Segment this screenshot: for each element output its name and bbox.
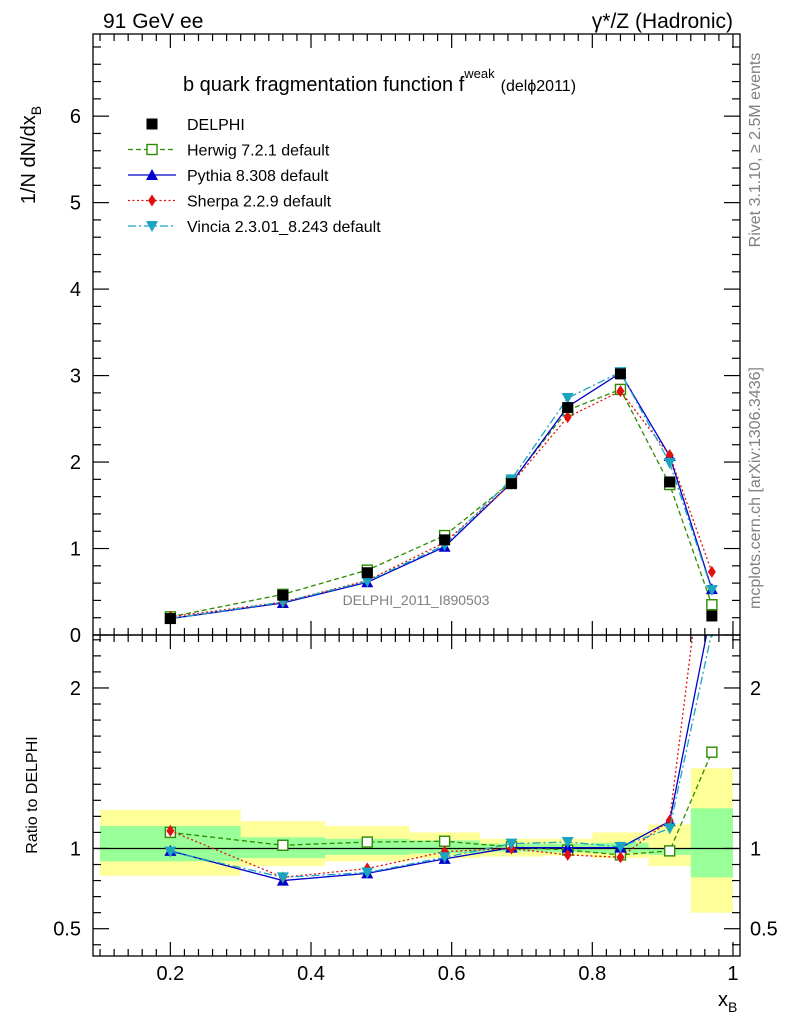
ratio-point-herwig (663, 845, 676, 857)
legend-marker-pythia (146, 169, 158, 180)
ratio-y-tick-label: 1 (70, 838, 81, 860)
ratio-point-vincia (663, 823, 676, 835)
legend-label-herwig: Herwig 7.2.1 default (187, 143, 330, 160)
legend-label-pythia: Pythia 8.308 default (187, 168, 329, 185)
main-series (164, 366, 718, 625)
y-tick-label: 0 (70, 625, 81, 647)
ratio-y-tick-label-right: 1 (750, 838, 761, 860)
point-delphi (664, 476, 676, 488)
ratio-line-herwig (170, 751, 713, 856)
x-tick-label: 1 (727, 963, 738, 985)
ratio-y-tick-label-right: 2 (750, 678, 761, 700)
legend-marker-sherpa (148, 194, 156, 207)
ratio-point-vincia (438, 852, 451, 864)
point-sherpa (707, 565, 716, 578)
ratio-bands (100, 768, 733, 913)
ratio-series (164, 473, 718, 886)
mcplots-label: mcplots.cern.ch [arXiv:1306.3436] (747, 367, 764, 609)
point-vincia (705, 585, 718, 597)
point-herwig (706, 599, 718, 611)
header-left: 91 GeV ee (103, 10, 203, 33)
x-axis-label: xB (718, 989, 737, 1015)
point-delphi (614, 368, 626, 380)
ratio-point-vincia (614, 841, 627, 853)
point-delphi (164, 613, 176, 625)
point-sherpa (616, 385, 625, 398)
ratio-y-tick-label: 2 (70, 678, 81, 700)
series-line-vincia (170, 371, 713, 620)
y-tick-label: 3 (70, 366, 81, 388)
x-tick-label: 0.8 (578, 963, 606, 985)
ratio-y-tick-label-right: 0.5 (750, 919, 778, 941)
legend-marker-vincia (146, 221, 158, 232)
series-line-pythia (170, 372, 713, 620)
legend: DELPHI Herwig 7.2.1 default Pythia 8.308 d… (128, 117, 381, 236)
ratio-point-sherpa (616, 851, 625, 864)
point-delphi (361, 567, 373, 579)
ratio-point-sherpa (166, 824, 175, 837)
x-tick-label: 0.6 (438, 963, 466, 985)
legend-marker-herwig (146, 143, 158, 156)
ratio-y-axis-label: Ratio to DELPHI (24, 736, 41, 853)
ratio-point-vincia (505, 838, 518, 850)
ratio-y-tick-label: 0.5 (53, 919, 81, 941)
legend-label-delphi: DELPHI (187, 117, 245, 134)
band-inner-bin (690, 808, 733, 878)
y-tick-label: 6 (70, 106, 81, 128)
ratio-point-herwig (361, 836, 373, 848)
point-vincia (561, 393, 574, 405)
main-title: b quark fragmentation function fweak(del… (183, 66, 576, 96)
ratio-point-herwig (277, 839, 289, 851)
ratio-point-sherpa (665, 814, 674, 827)
point-delphi (706, 610, 718, 622)
ratio-point-sherpa (708, 473, 716, 485)
main-y-axis-label: 1/N dN/dxB (18, 106, 44, 204)
ratio-point-vincia (276, 872, 289, 884)
x-tick-label: 0.4 (297, 963, 325, 985)
y-tick-label: 2 (70, 452, 81, 474)
point-vincia (361, 576, 374, 588)
point-vincia (663, 457, 676, 469)
legend-marker-delphi (146, 118, 158, 130)
ratio-point-vincia (361, 867, 374, 879)
ratio-point-herwig (438, 835, 451, 847)
point-sherpa (563, 411, 572, 424)
axes: 0.2 0.4 0.6 0.8 1 0 1 2 3 4 5 6 0.5 0.5 1 1 2 2 (53, 34, 778, 985)
header-right: γ*/Z (Hadronic) (592, 10, 733, 33)
point-delphi (562, 402, 574, 414)
ratio-point-sherpa (563, 848, 572, 861)
ratio-point-vincia (164, 846, 177, 858)
ratio-plot-frame (92, 634, 741, 957)
y-tick-label: 1 (70, 539, 81, 561)
ratio-point-vincia (710, 635, 714, 638)
y-tick-label: 5 (70, 193, 81, 215)
x-tick-label: 0.2 (156, 963, 184, 985)
watermark: DELPHI_2011_I890503 (343, 592, 490, 608)
ratio-point-vincia (561, 837, 574, 849)
point-delphi (505, 478, 517, 490)
series-line-sherpa (170, 390, 713, 618)
point-delphi (277, 589, 289, 601)
y-tick-label: 4 (70, 279, 81, 301)
rivet-label: Rivet 3.1.10, ≥ 2.5M events (747, 53, 764, 248)
series-line-herwig (170, 388, 713, 618)
point-delphi (439, 534, 451, 546)
legend-label-vincia: Vincia 2.3.01_8.243 default (187, 219, 381, 236)
ratio-line-vincia (170, 635, 712, 879)
ratio-point-herwig (706, 746, 718, 758)
legend-label-sherpa: Sherpa 2.2.9 default (187, 194, 332, 211)
